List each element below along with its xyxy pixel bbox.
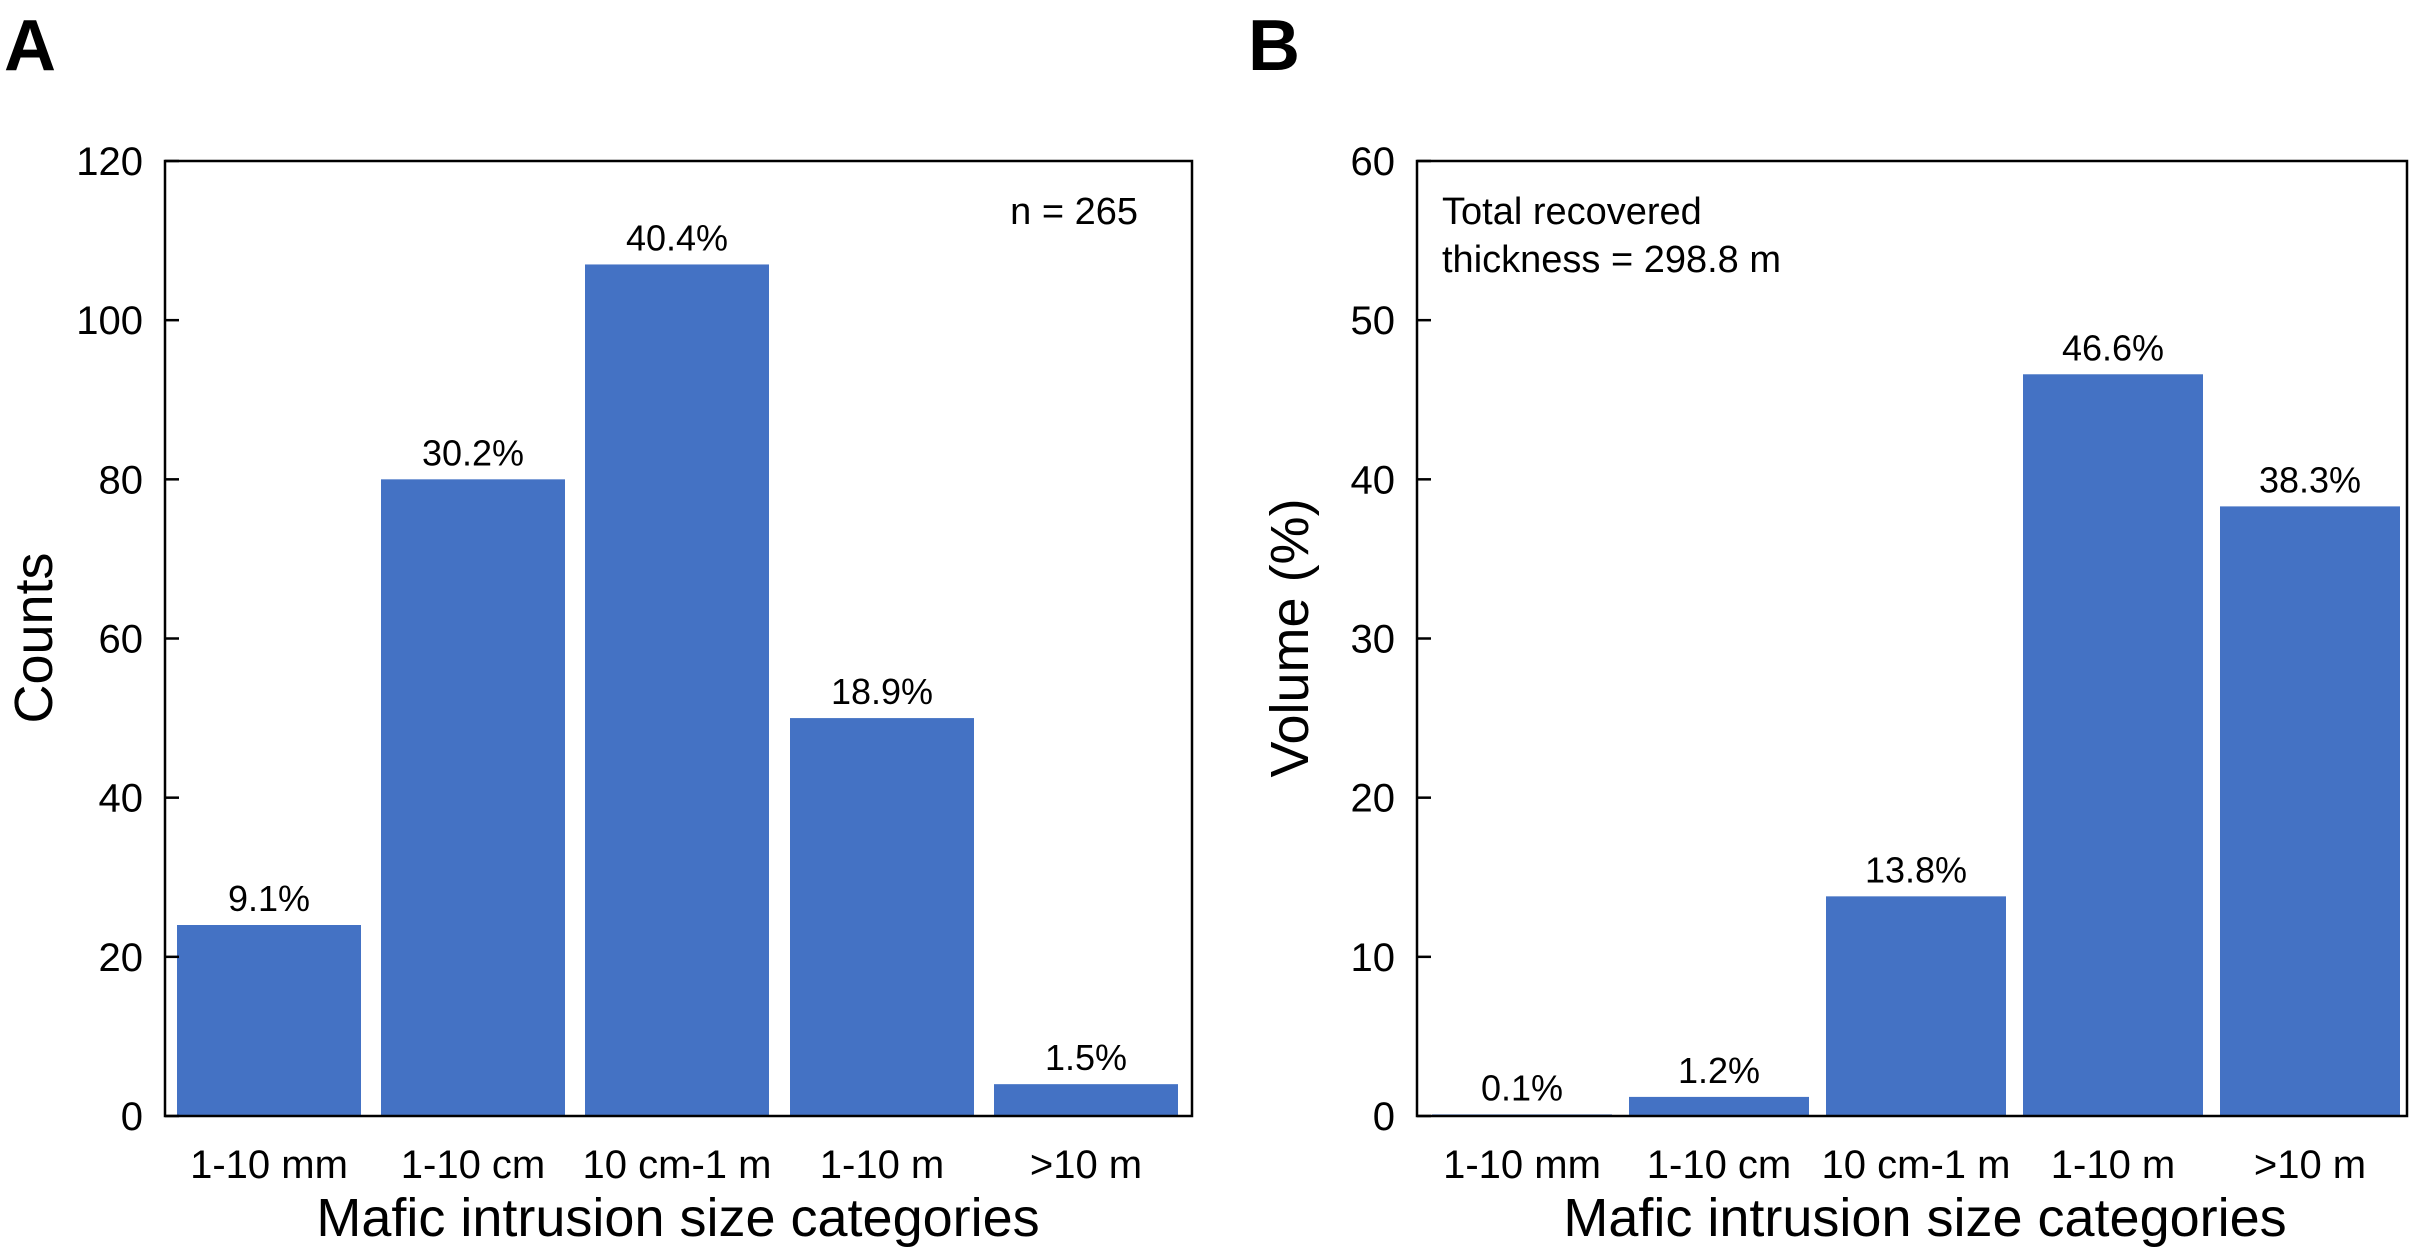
x-tick-label-b-4: 1-10 m <box>2051 1143 2176 1187</box>
bar-a-2 <box>381 479 565 1116</box>
panel-b: B 0.1% 1.2%13.8%46.6%38.3% 0102030405060 … <box>1248 6 2409 1248</box>
y-tick-label-a-1: 20 <box>99 936 144 980</box>
x-ticks-a: 1-10 mm 1-10 cm 10 cm-1 m 1-10 m >10 m <box>190 1143 1142 1187</box>
y-axis-label-b: Volume (%) <box>1260 498 1320 777</box>
bar-label-b-3: 13.8% <box>1865 849 1967 890</box>
panel-letter-a: A <box>4 6 56 86</box>
bar-label-a-5: 1.5% <box>1045 1037 1127 1078</box>
bar-b-4 <box>2023 374 2203 1116</box>
x-tick-label-b-5: >10 m <box>2254 1143 2366 1187</box>
bar-a-1 <box>177 925 361 1116</box>
bar-labels-b: 0.1% 1.2% 13.8% 46.6% 38.3% <box>1481 327 2361 1108</box>
bar-b-5 <box>2220 506 2400 1116</box>
y-tick-label-a-2: 40 <box>99 777 144 821</box>
bar-label-a-4: 18.9% <box>831 671 933 712</box>
bar-a-3 <box>585 264 769 1116</box>
panel-letter-b: B <box>1248 6 1300 86</box>
bar-b-2 <box>1629 1096 1809 1116</box>
y-tick-label-b-3: 30 <box>1351 618 1396 662</box>
x-tick-label-a-3: 10 cm-1 m <box>583 1143 772 1187</box>
x-tick-label-a-1: 1-10 mm <box>190 1143 348 1187</box>
bar-label-a-2: 30.2% <box>422 432 524 473</box>
annotation-b-line-1: Total recovered <box>1442 191 1702 233</box>
bars-b <box>1432 374 2400 1116</box>
x-tick-label-a-4: 1-10 m <box>820 1143 945 1187</box>
y-tick-label-b-0: 0 <box>1373 1095 1395 1139</box>
x-axis-label-b: Mafic intrusion size categories <box>1563 1188 2286 1248</box>
y-tick-label-a-0: 0 <box>121 1095 143 1139</box>
y-tick-label-b-5: 50 <box>1351 299 1396 343</box>
x-tick-label-a-2: 1-10 cm <box>401 1143 546 1187</box>
x-tick-label-b-3: 10 cm-1 m <box>1822 1143 2011 1187</box>
y-ticks-a: 0 20 40 60 80 100 120 <box>76 140 179 1139</box>
y-tick-label-a-6: 120 <box>76 140 143 184</box>
bar-label-b-1: 0.1% <box>1481 1067 1563 1108</box>
y-tick-label-a-5: 100 <box>76 299 143 343</box>
bar-b-3 <box>1826 896 2006 1116</box>
x-axis-label-a: Mafic intrusion size categories <box>316 1188 1039 1248</box>
bar-a-4 <box>790 718 974 1116</box>
x-tick-label-b-1: 1-10 mm <box>1443 1143 1601 1187</box>
x-tick-label-b-2: 1-10 cm <box>1647 1143 1792 1187</box>
bar-labels-a: 9.1% 30.2% 40.4% 18.9% 1.5% <box>228 217 1127 1078</box>
x-ticks-b: 1-10 mm 1-10 cm 10 cm-1 m 1-10 m >10 m <box>1443 1143 2366 1187</box>
bar-label-b-4: 46.6% <box>2062 327 2164 368</box>
y-axis-label-a: Counts <box>4 552 64 723</box>
bar-label-a-3: 40.4% <box>626 217 728 258</box>
y-tick-label-b-1: 10 <box>1351 936 1396 980</box>
y-tick-label-b-2: 20 <box>1351 777 1396 821</box>
bar-a-5 <box>994 1084 1178 1116</box>
y-tick-label-b-4: 40 <box>1351 458 1396 502</box>
annotation-b-line-2: thickness = 298.8 m <box>1442 239 1781 281</box>
x-tick-label-a-5: >10 m <box>1030 1143 1142 1187</box>
bars-a <box>177 264 1178 1116</box>
y-tick-label-a-4: 80 <box>99 458 144 502</box>
bar-label-a-1: 9.1% <box>228 878 310 919</box>
annotation-a: n = 265 <box>1010 191 1138 233</box>
y-tick-label-b-6: 60 <box>1351 140 1396 184</box>
panel-a: A 9.1% 30.2% 40.4% 18.9% 1.5% 0 20 40 60 80 100 12… <box>4 6 1194 1248</box>
bar-label-b-2: 1.2% <box>1678 1050 1760 1091</box>
bar-label-b-5: 38.3% <box>2259 459 2361 500</box>
y-ticks-b: 0 10 20 30 40 50 60 <box>1351 140 1431 1139</box>
y-tick-label-a-3: 60 <box>99 618 144 662</box>
